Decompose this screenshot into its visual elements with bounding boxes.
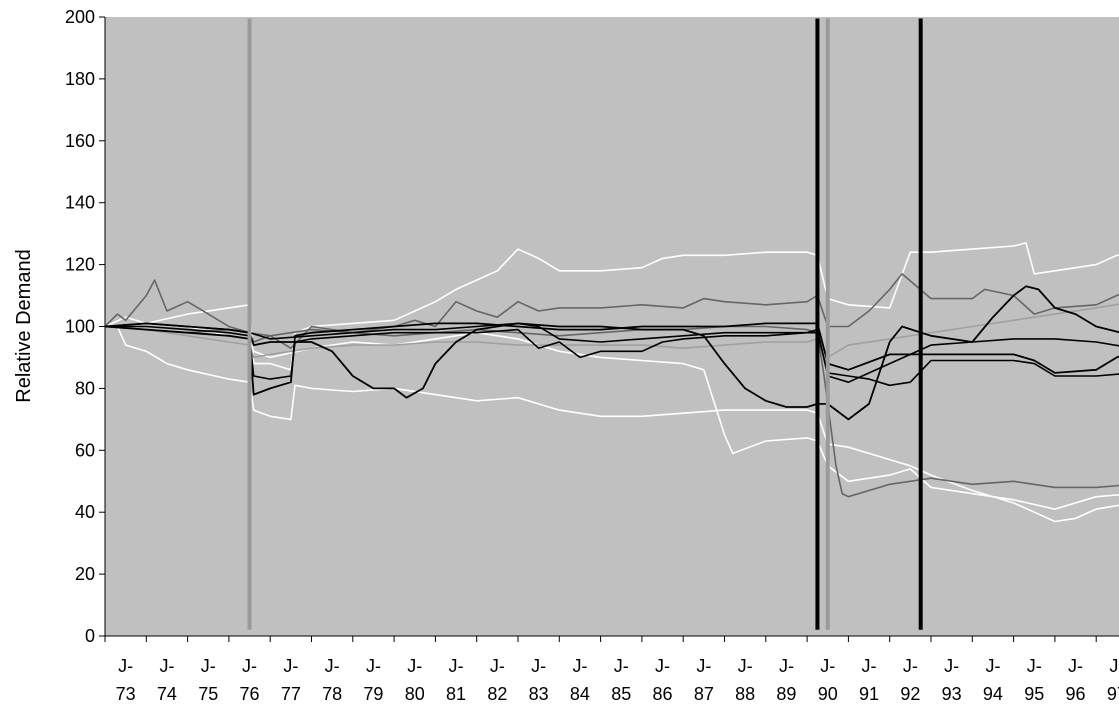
series-line-9 bbox=[105, 325, 1119, 387]
x-tick-label-bottom: 88 bbox=[735, 684, 755, 704]
series-line-1 bbox=[104, 242, 1119, 371]
x-tick-label-top: J- bbox=[201, 656, 216, 676]
x-tick-label-top: J- bbox=[1027, 656, 1042, 676]
x-tick-label-bottom: 92 bbox=[900, 684, 920, 704]
x-tick-label-bottom: 87 bbox=[694, 684, 714, 704]
series-line-8 bbox=[104, 322, 1119, 396]
x-tick-label-top: J- bbox=[820, 656, 835, 676]
x-tick-label-bottom: 73 bbox=[116, 684, 136, 704]
x-tick-label-bottom: 74 bbox=[157, 684, 177, 704]
series-layer bbox=[104, 242, 1119, 523]
x-axis-ticks: J- 73 J- 74 J- 75 J- 76 J- 77 J- 78 J- 79 J- 80 J- 81 J- 82… bbox=[104, 636, 1119, 704]
x-tick-label-bottom: 82 bbox=[487, 684, 507, 704]
y-tick-label: 60 bbox=[75, 440, 95, 460]
y-tick-label: 40 bbox=[75, 502, 95, 522]
x-tick-label-bottom: 96 bbox=[1066, 684, 1086, 704]
x-tick-label-bottom: 75 bbox=[198, 684, 218, 704]
x-tick-label-bottom: 79 bbox=[363, 684, 383, 704]
x-tick-label-bottom: 85 bbox=[611, 684, 631, 704]
y-tick-label: 180 bbox=[65, 69, 95, 89]
x-tick-label-top: J- bbox=[862, 656, 877, 676]
x-tick-label-bottom: 91 bbox=[859, 684, 879, 704]
x-tick-label-top: J- bbox=[407, 656, 422, 676]
x-tick-label-top: J- bbox=[531, 656, 546, 676]
y-tick-label: 120 bbox=[65, 255, 95, 275]
x-tick-label-top: J- bbox=[696, 656, 711, 676]
y-axis-title: Relative Demand bbox=[13, 249, 35, 402]
x-tick-label-bottom: 94 bbox=[983, 684, 1003, 704]
x-tick-label-top: J- bbox=[779, 656, 794, 676]
x-tick-label-bottom: 83 bbox=[529, 684, 549, 704]
x-tick-label-bottom: 84 bbox=[570, 684, 590, 704]
x-tick-label-top: J- bbox=[985, 656, 1000, 676]
x-tick-label-bottom: 93 bbox=[942, 684, 962, 704]
x-tick-label-top: J- bbox=[572, 656, 587, 676]
x-tick-label-top: J- bbox=[655, 656, 670, 676]
series-line-6 bbox=[104, 303, 1119, 359]
x-tick-label-bottom: 81 bbox=[446, 684, 466, 704]
y-tick-label: 0 bbox=[85, 626, 95, 646]
x-tick-label-top: J- bbox=[325, 656, 340, 676]
y-tick-label: 200 bbox=[65, 7, 95, 27]
x-tick-label-bottom: 78 bbox=[322, 684, 342, 704]
y-tick-label: 80 bbox=[75, 378, 95, 398]
series-line-3 bbox=[104, 322, 1119, 510]
x-tick-label-bottom: 76 bbox=[240, 684, 260, 704]
x-tick-label-top: J- bbox=[944, 656, 959, 676]
series-line-7 bbox=[104, 285, 1119, 421]
x-tick-label-bottom: 89 bbox=[776, 684, 796, 704]
reference-lines bbox=[247, 18, 923, 630]
x-tick-label-top: J- bbox=[490, 656, 505, 676]
x-tick-label-top: J- bbox=[159, 656, 174, 676]
x-tick-label-top: J- bbox=[118, 656, 133, 676]
x-tick-label-top: J- bbox=[903, 656, 918, 676]
x-tick-label-top: J- bbox=[614, 656, 629, 676]
x-tick-label-top: J- bbox=[738, 656, 753, 676]
x-tick-label-top: J- bbox=[449, 656, 464, 676]
x-tick-label-top: J- bbox=[242, 656, 257, 676]
x-tick-label-top: J- bbox=[366, 656, 381, 676]
series-line-10 bbox=[104, 322, 1119, 383]
y-tick-label: 100 bbox=[65, 317, 95, 337]
y-tick-label: 20 bbox=[75, 564, 95, 584]
x-tick-label-bottom: 77 bbox=[281, 684, 301, 704]
x-tick-label-top: J- bbox=[1109, 656, 1119, 676]
x-tick-label-top: J- bbox=[283, 656, 298, 676]
x-tick-label-top: J- bbox=[1068, 656, 1083, 676]
series-line-4 bbox=[104, 273, 1119, 349]
series-line-2 bbox=[105, 325, 1119, 523]
y-axis-ticks: 0 20 40 60 80 100 120 140 160 180 200 bbox=[65, 7, 105, 646]
y-tick-label: 140 bbox=[65, 193, 95, 213]
x-tick-label-bottom: 86 bbox=[653, 684, 673, 704]
x-tick-label-bottom: 95 bbox=[1024, 684, 1044, 704]
x-tick-label-bottom: 90 bbox=[818, 684, 838, 704]
x-tick-label-bottom: 97 bbox=[1107, 684, 1119, 704]
x-tick-label-bottom: 80 bbox=[405, 684, 425, 704]
y-tick-label: 160 bbox=[65, 131, 95, 151]
